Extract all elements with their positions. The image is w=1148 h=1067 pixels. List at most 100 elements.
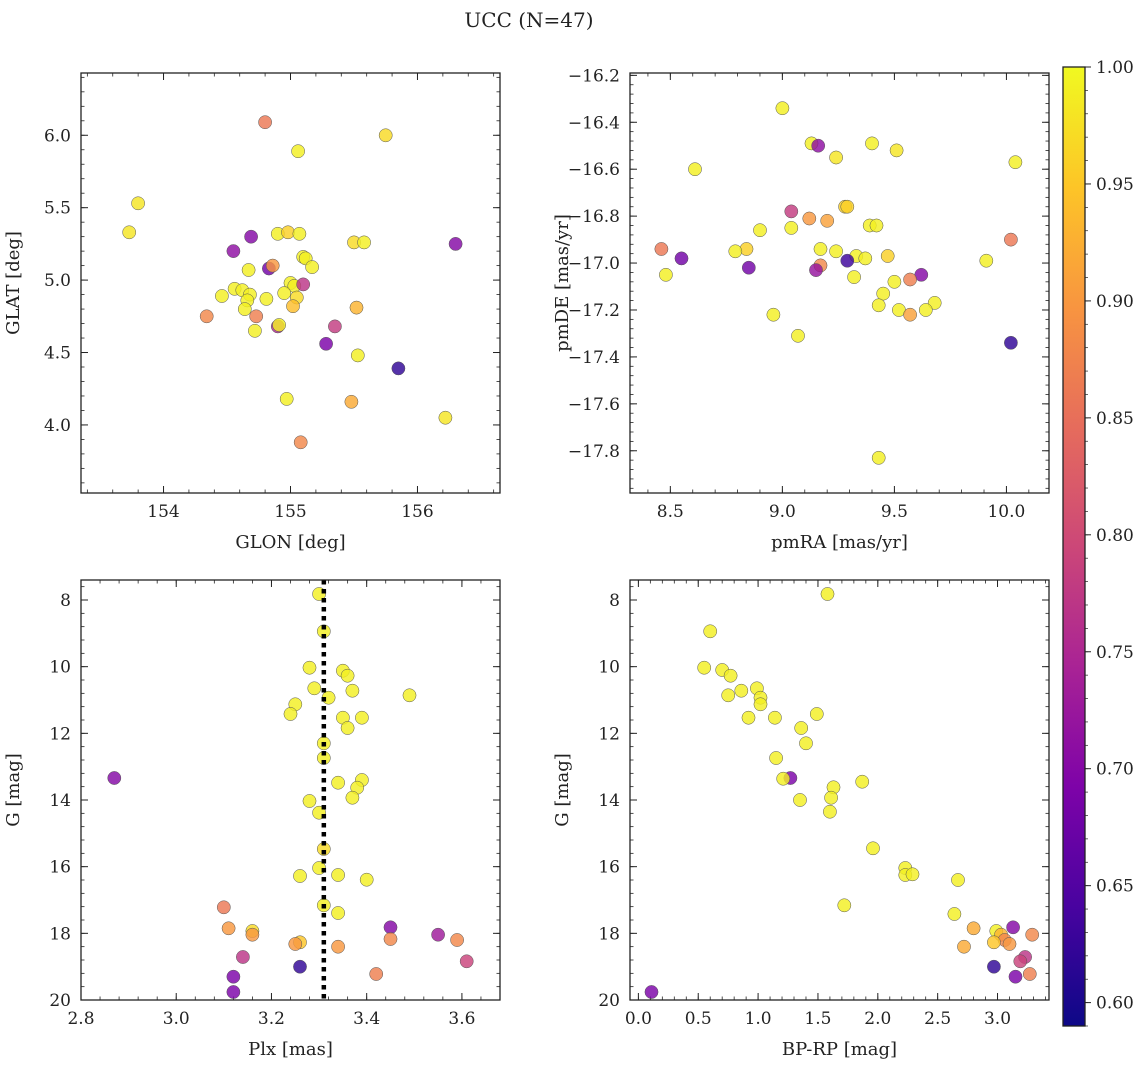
data-point (283, 707, 298, 721)
data-point (293, 435, 308, 450)
data-point (355, 710, 369, 725)
figure-title: UCC (N=47) (464, 8, 593, 32)
data-point (1013, 954, 1028, 969)
y-tick-label: 4.5 (44, 344, 71, 364)
data-point (258, 115, 272, 130)
data-point (302, 794, 317, 808)
y-tick-label: −16.6 (568, 160, 620, 180)
data-point (654, 242, 669, 256)
data-point (887, 274, 902, 289)
data-point (741, 710, 756, 725)
data-point (866, 841, 880, 856)
data-point (876, 286, 891, 301)
data-point (307, 681, 322, 696)
data-point (245, 927, 260, 942)
data-point (131, 196, 145, 211)
panel-plx-g: 2.8 3.0 3.2 3.4 3.6 8 10 12 14 16 18 20 Plx [mas] G [… (3, 579, 501, 1060)
data-point (659, 267, 673, 282)
data-point (811, 138, 826, 153)
data-point (697, 660, 712, 675)
data-point (328, 319, 342, 334)
data-point (221, 921, 236, 936)
y-tick-label: −16.8 (568, 207, 620, 227)
y-tick-label: −17.8 (568, 442, 620, 462)
data-point (802, 211, 817, 226)
colorbar-gradient (1063, 67, 1085, 1026)
y-axis-label: pmDE [mas/yr] (552, 214, 573, 352)
data-point (829, 150, 843, 165)
data-point (226, 985, 241, 999)
y-tick-label: 18 (49, 924, 71, 944)
data-point (840, 253, 855, 268)
data-point (829, 244, 843, 259)
data-point (259, 292, 274, 306)
y-axis-label: G [mag] (3, 753, 24, 826)
panel-glon-glat: 154 155 156 4.0 4.5 5.0 5.5 6.0 GLON [deg] GLAT [… (3, 72, 501, 553)
y-tick-label: 20 (598, 991, 620, 1011)
data-point (871, 450, 886, 465)
data-point (918, 303, 933, 317)
data-point (249, 309, 264, 324)
data-point (357, 235, 371, 250)
y-tick-label: 4.0 (44, 416, 71, 436)
data-point (241, 263, 256, 277)
colorbar-tick-label: 1.00 (1096, 58, 1134, 78)
data-point (402, 688, 417, 703)
x-tick-label: 156 (401, 502, 433, 522)
data-point (344, 394, 359, 409)
data-point (272, 318, 286, 332)
colorbar-tick-label: 0.75 (1096, 643, 1134, 663)
data-point (871, 298, 886, 313)
x-tick-label: 3.0 (163, 1009, 190, 1029)
x-tick-label: 10.0 (987, 502, 1025, 522)
data-point (793, 793, 807, 807)
colorbar-tick-label: 0.60 (1096, 994, 1134, 1014)
data-point (292, 226, 307, 241)
data-point (216, 900, 231, 915)
data-point (1008, 969, 1023, 984)
y-axis-label: GLAT [deg] (3, 231, 24, 335)
data-point (331, 906, 345, 920)
data-point (728, 244, 743, 259)
data-point (345, 790, 360, 805)
data-point (331, 775, 345, 790)
data-point (448, 237, 463, 251)
y-tick-label: 16 (598, 858, 620, 878)
panel-bprp-g: 0.0 0.5 1.0 1.5 2.0 2.5 3.0 8 10 12 14 16 18 20 BP-RP … (552, 579, 1050, 1060)
data-point (107, 771, 122, 785)
data-point (319, 336, 333, 351)
x-tick-label: 3.4 (353, 1009, 380, 1029)
data-point (824, 790, 838, 805)
data-point (966, 921, 981, 936)
data-point (847, 270, 861, 284)
data-point (293, 959, 307, 974)
x-tick-label: 2.5 (924, 1009, 951, 1029)
data-point (305, 260, 319, 274)
x-tick-label: 154 (147, 502, 179, 522)
axes-frame (629, 72, 1050, 494)
data-point (987, 959, 1001, 974)
x-tick-label: 3.2 (258, 1009, 285, 1029)
y-tick-label: −16.2 (568, 66, 620, 86)
data-point (644, 985, 659, 999)
data-point (865, 136, 879, 151)
data-point (739, 242, 754, 256)
y-tick-label: 14 (598, 791, 620, 811)
data-point (903, 307, 917, 322)
data-point (369, 967, 384, 981)
x-axis-label: GLON [deg] (235, 532, 345, 553)
data-point (784, 221, 799, 235)
data-point (858, 251, 873, 266)
data-point (889, 143, 904, 158)
data-point (703, 624, 718, 639)
data-point (438, 410, 453, 425)
y-tick-label: −17.6 (568, 395, 620, 415)
data-point (947, 907, 962, 921)
data-point (820, 213, 835, 228)
data-point (794, 721, 809, 735)
data-point (244, 229, 258, 244)
y-tick-label: −17.0 (568, 254, 620, 274)
data-point (199, 309, 214, 324)
x-tick-label: 9.0 (769, 502, 796, 522)
